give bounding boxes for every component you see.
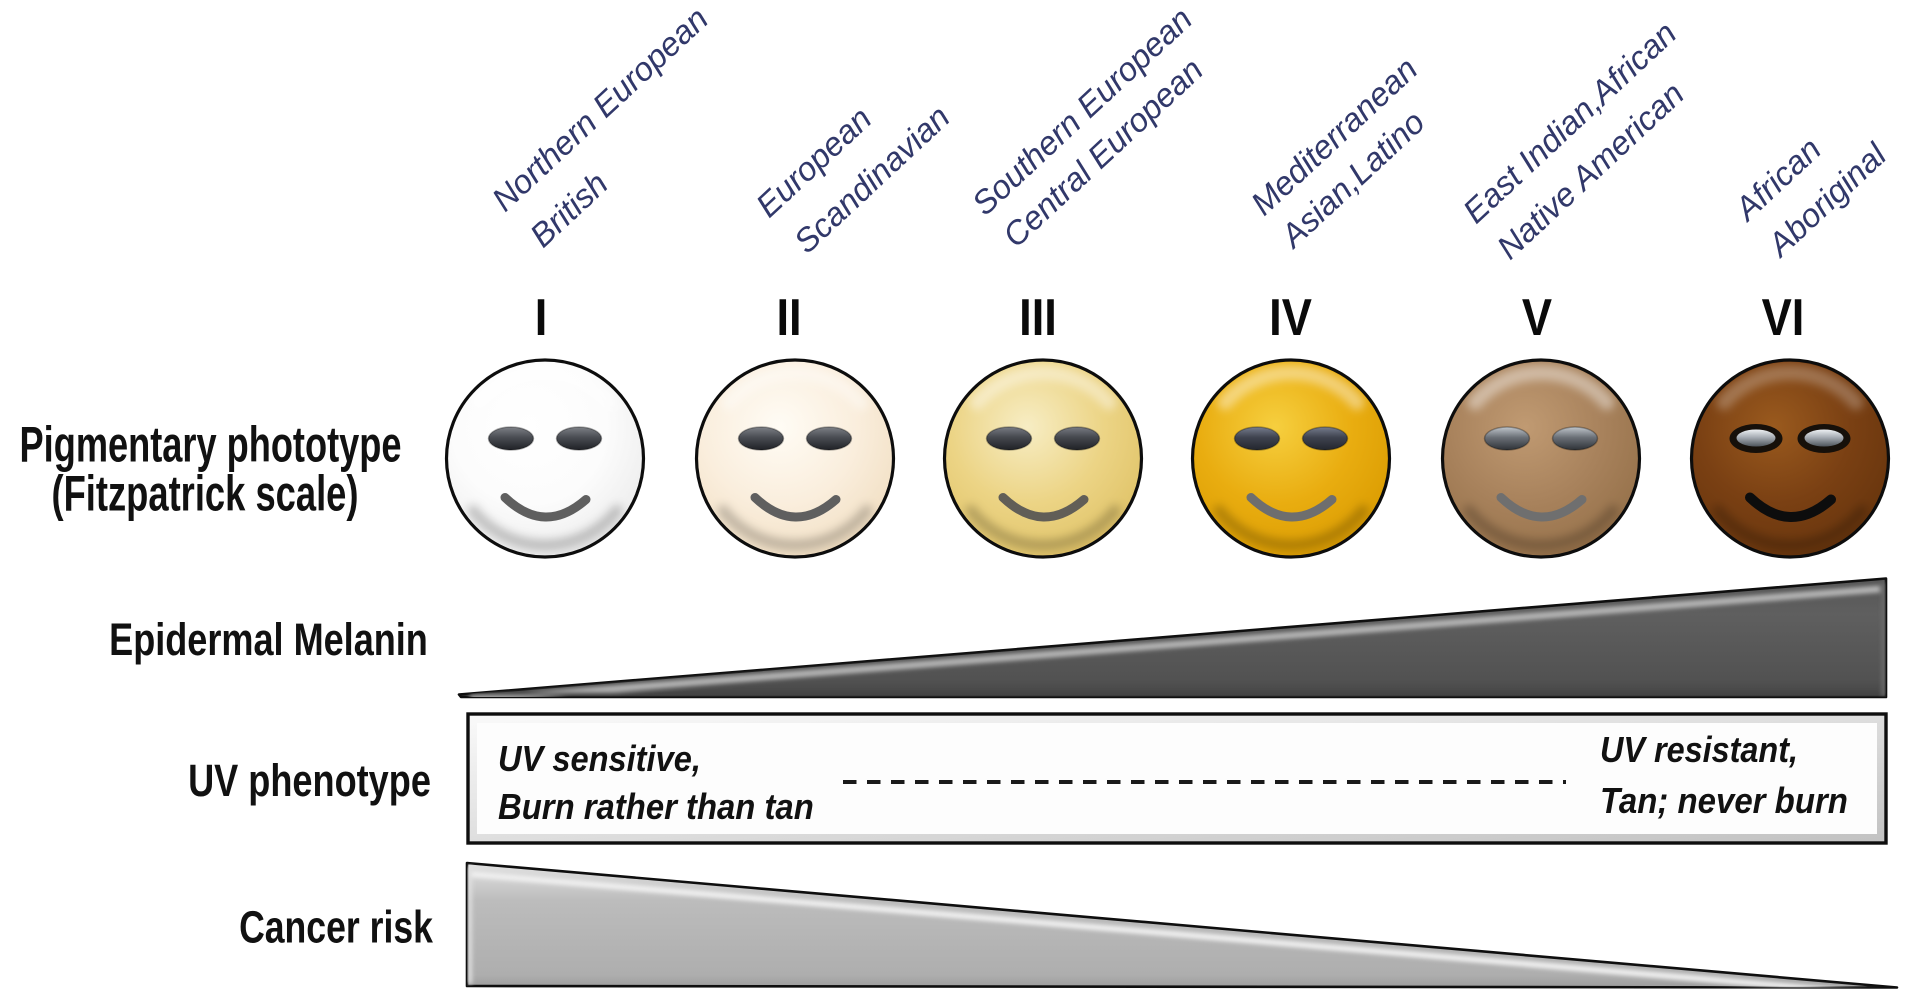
svg-text:Burn rather than tan: Burn rather than tan — [498, 788, 814, 828]
svg-text:III: III — [1019, 289, 1057, 347]
svg-text:VI: VI — [1762, 289, 1805, 347]
svg-text:II: II — [776, 289, 801, 347]
svg-text:UV resistant,: UV resistant, — [1600, 730, 1798, 770]
svg-text:IV: IV — [1269, 289, 1312, 347]
svg-text:Pigmentary phototype: Pigmentary phototype — [20, 417, 402, 473]
svg-text:V: V — [1522, 289, 1553, 347]
svg-text:UV phenotype: UV phenotype — [188, 755, 431, 806]
svg-text:UV sensitive,: UV sensitive, — [498, 740, 701, 780]
svg-text:Tan; never burn: Tan; never burn — [1600, 782, 1848, 822]
svg-text:(Fitzpatrick scale): (Fitzpatrick scale) — [51, 466, 358, 522]
svg-text:Epidermal Melanin: Epidermal Melanin — [109, 614, 428, 665]
svg-text:I: I — [535, 289, 548, 347]
svg-text:Cancer risk: Cancer risk — [239, 901, 433, 952]
